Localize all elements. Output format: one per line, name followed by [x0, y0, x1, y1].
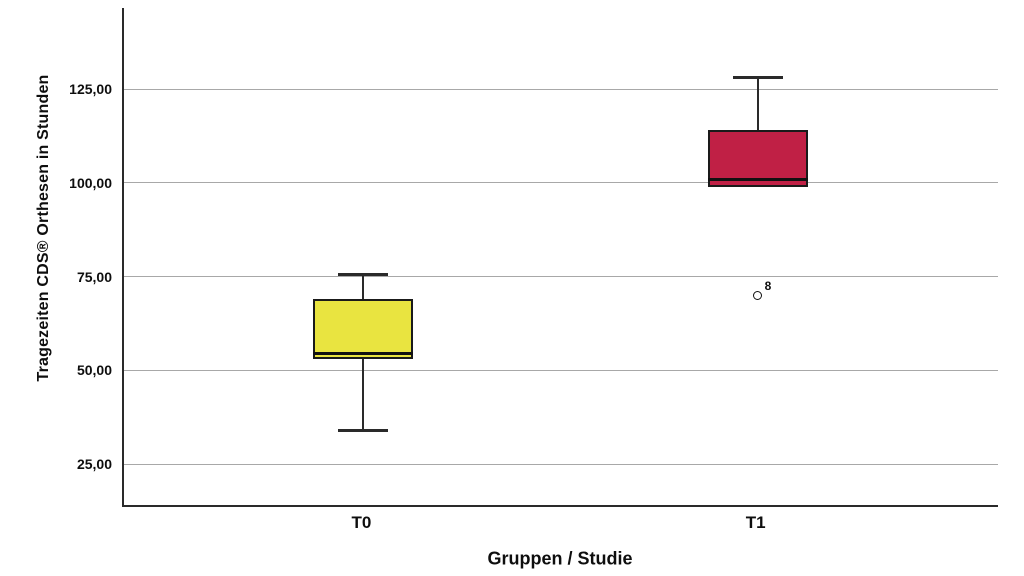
y-tick-label-100: 100,00	[69, 174, 112, 191]
lower-whisker-t0	[362, 359, 365, 431]
y-axis-title: Tragezeiten CDS® Orthesen in Stunden	[35, 74, 52, 382]
upper-whisker-cap-t0	[338, 273, 389, 277]
x-tick-label-t0: T0	[351, 513, 372, 532]
lower-whisker-cap-t0	[338, 428, 389, 432]
gridline-25	[124, 463, 998, 465]
gridline-50	[124, 369, 998, 371]
gridline-125	[124, 88, 998, 90]
y-tick-label-125: 125,00	[69, 81, 112, 98]
outlier-point-t1	[752, 290, 762, 300]
box-t1	[707, 130, 808, 187]
x-tick-label-t1: T1	[745, 513, 766, 532]
gridline-75	[124, 276, 998, 278]
x-axis-title: Gruppen / Studie	[487, 548, 633, 569]
median-line-t1	[707, 177, 808, 181]
median-line-t0	[313, 351, 414, 355]
box-t0	[313, 299, 414, 360]
outlier-label-t1: 8	[764, 279, 772, 294]
upper-whisker-t0	[362, 274, 365, 300]
y-tick-label-25: 25,00	[76, 456, 112, 473]
upper-whisker-cap-t1	[732, 76, 783, 80]
upper-whisker-t1	[756, 77, 759, 131]
gridline-100	[124, 182, 998, 184]
y-tick-label-75: 75,00	[76, 268, 112, 285]
y-tick-label-50: 50,00	[76, 362, 112, 379]
plot-area: 8	[122, 8, 998, 507]
